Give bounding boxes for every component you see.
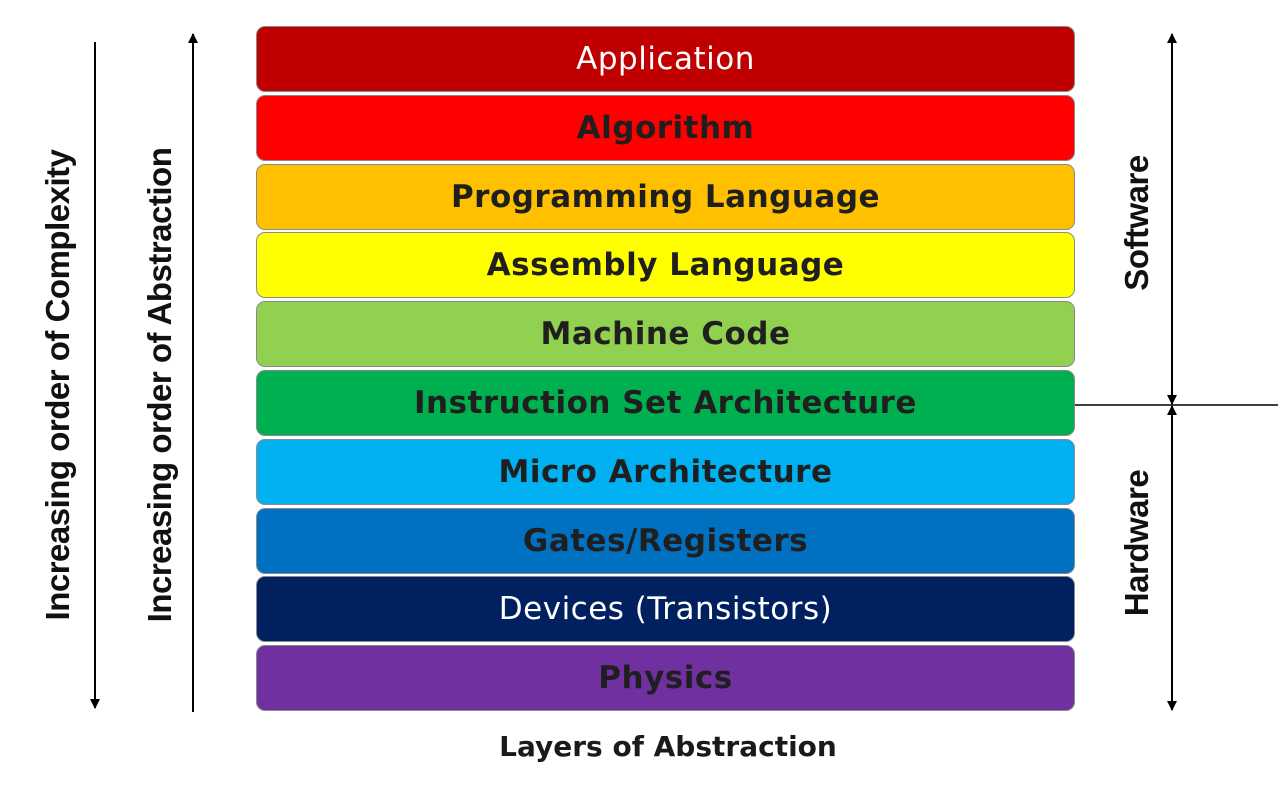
layer-micro-architecture: Micro Architecture [256,438,1075,505]
layer-devices-transistors: Devices (Transistors) [256,576,1075,643]
layer-gates-registers: Gates/Registers [256,507,1075,574]
complexity-label: Increasing order of Complexity [39,149,76,621]
layer-physics: Physics [256,645,1075,712]
diagram-caption: Layers of Abstraction [499,730,837,763]
software-label: Software [1118,155,1155,291]
layer-application: Application [256,26,1075,92]
layer-programming-language: Programming Language [256,163,1075,230]
layer-algorithm: Algorithm [256,94,1075,161]
layer-machine-code: Machine Code [256,301,1075,368]
hardware-label: Hardware [1118,469,1155,617]
abstraction-label: Increasing order of Abstraction [141,147,178,623]
layer-assembly-language: Assembly Language [256,232,1075,299]
layer-instruction-set-architecture: Instruction Set Architecture [256,370,1075,436]
